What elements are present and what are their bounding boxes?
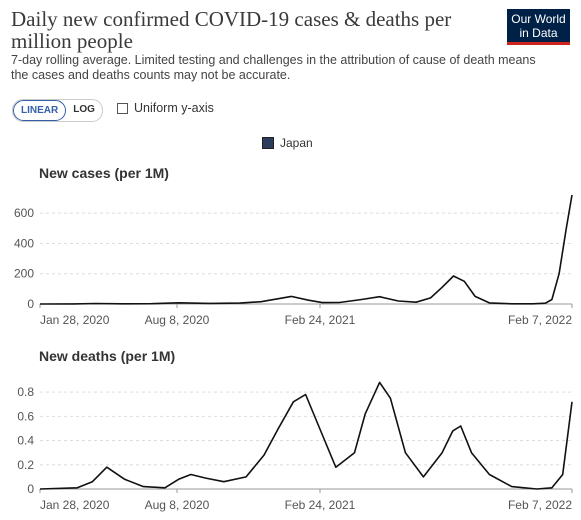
chart-subtitle: 7-day rolling average. Limited testing a…	[11, 53, 536, 82]
panel-title: New deaths (per 1M)	[39, 348, 175, 364]
legend[interactable]: Japan	[262, 136, 313, 150]
logo-red-bar	[507, 42, 570, 45]
series-line-japan	[39, 194, 573, 305]
owid-logo[interactable]: Our World in Data	[507, 9, 570, 45]
logo-line-2: in Data	[519, 26, 558, 40]
y-tick-label: 0	[27, 482, 34, 496]
y-tick-label: 200	[14, 267, 34, 281]
series-line-japan	[39, 381, 573, 490]
y-tick-label: 0.4	[17, 434, 34, 448]
log-scale-button[interactable]: LOG	[73, 104, 95, 115]
uniform-y-axis-control[interactable]: Uniform y-axis	[117, 101, 214, 115]
x-tick-label: Aug 8, 2020	[145, 313, 210, 327]
x-tick-label: Jan 28, 2020	[40, 498, 110, 512]
chart-title: Daily new confirmed COVID-19 cases & dea…	[11, 7, 452, 53]
x-tick-label: Feb 7, 2022	[508, 313, 572, 327]
x-tick-label: Jan 28, 2020	[40, 313, 110, 327]
y-tick-label: 0.2	[17, 458, 34, 472]
linear-scale-button[interactable]: LINEAR	[13, 100, 67, 121]
legend-swatch	[262, 137, 274, 149]
scale-toggle: LINEAR LOG	[12, 99, 103, 122]
x-tick-label: Feb 24, 2021	[285, 498, 356, 512]
uniform-y-axis-checkbox[interactable]	[117, 102, 128, 114]
panel-title: New cases (per 1M)	[39, 165, 169, 181]
x-tick-label: Aug 8, 2020	[145, 498, 210, 512]
legend-label: Japan	[280, 136, 313, 150]
x-tick-label: Feb 7, 2022	[508, 498, 572, 512]
logo-line-1: Our World	[511, 12, 566, 26]
y-tick-label: 600	[14, 206, 34, 220]
y-tick-label: 0.6	[17, 409, 34, 423]
x-tick-label: Feb 24, 2021	[285, 313, 356, 327]
y-tick-label: 400	[14, 236, 34, 250]
y-tick-label: 0.8	[17, 385, 34, 399]
uniform-y-axis-label: Uniform y-axis	[134, 101, 214, 115]
y-tick-label: 0	[27, 297, 34, 311]
